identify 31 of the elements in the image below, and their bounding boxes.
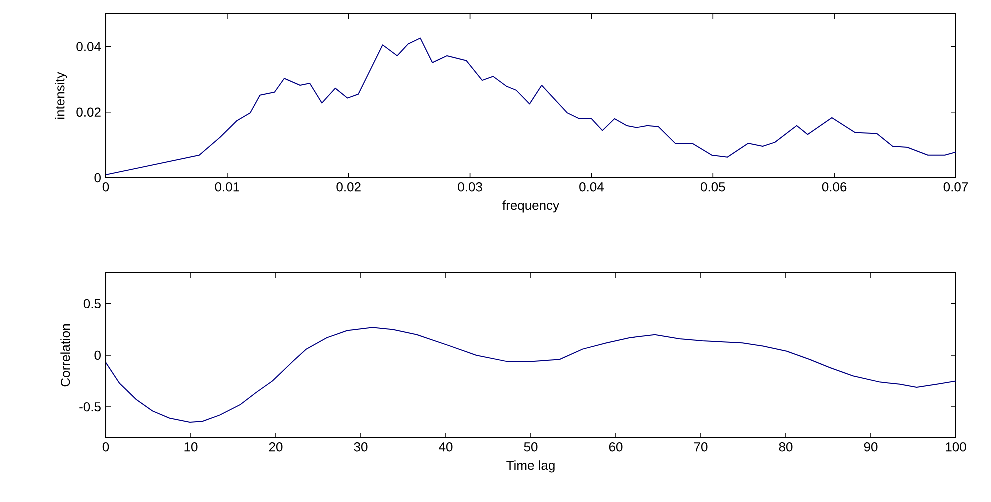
x-tick-label: 40 [439, 442, 453, 452]
x-axis-title: Time lag [506, 460, 555, 473]
x-tick-label: 30 [354, 442, 368, 452]
x-tick-label: 60 [609, 442, 623, 452]
x-tick-label: 20 [269, 442, 283, 452]
x-tick-label: 0.04 [580, 182, 604, 192]
x-tick-label: 0.05 [700, 182, 726, 192]
x-tick-label: 100 [946, 442, 966, 452]
x-tick-label: 0.01 [215, 182, 240, 192]
y-tick-label: -0.5 [80, 402, 101, 412]
y-tick-label: 0 [94, 173, 101, 183]
y-axis-title: Correlation [60, 324, 70, 387]
x-tick-label: 0.07 [944, 182, 968, 192]
x-tick-label: 0.02 [336, 182, 361, 192]
x-tick-label: 0 [102, 182, 110, 192]
line-series [106, 38, 956, 176]
y-tick-label: 0.5 [84, 299, 101, 309]
y-tick-label: 0.04 [76, 42, 102, 52]
x-tick-label: 50 [524, 442, 538, 452]
x-tick-label: 0.03 [458, 182, 482, 192]
x-tick-label: 0 [102, 442, 110, 452]
x-tick-label: 0.06 [822, 182, 847, 192]
x-tick-label: 70 [694, 442, 708, 452]
y-tick-label: 0.02 [76, 108, 101, 117]
x-tick-label: 90 [864, 442, 878, 452]
x-axis-title: frequency [502, 200, 560, 213]
x-tick-label: 80 [779, 442, 793, 452]
line-series [106, 327, 956, 424]
y-axis-title: intensity [55, 72, 68, 119]
x-tick-label: 10 [184, 442, 198, 452]
y-tick-label: 0 [94, 350, 101, 360]
